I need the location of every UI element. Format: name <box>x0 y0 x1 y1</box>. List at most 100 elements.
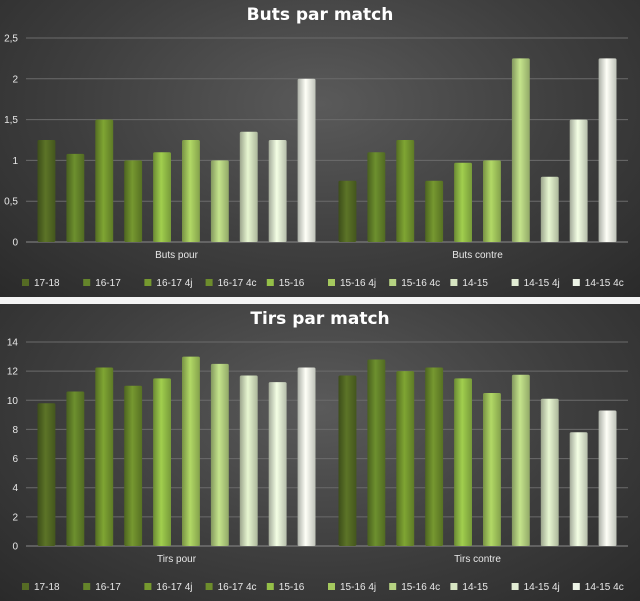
y-tick-label: 0 <box>12 542 18 553</box>
bar-15-16-1 <box>454 378 472 546</box>
bar-16-17-4c-1 <box>425 180 444 242</box>
legend-label: 16-17 <box>95 582 121 593</box>
bar-14-15-4c-1 <box>598 58 617 243</box>
legend-label: 17-18 <box>34 278 60 289</box>
bar-15-16-4j-0 <box>182 356 200 546</box>
legend-swatch <box>389 279 397 286</box>
legend-swatch <box>572 279 580 286</box>
legend-label: 16-17 4j <box>156 582 192 593</box>
bar-15-16-4c-0 <box>210 160 229 242</box>
category-label: Buts contre <box>452 250 503 261</box>
legend-swatch <box>266 279 274 286</box>
bar-16-17-4c-0 <box>124 160 143 242</box>
bar-14-15-1 <box>540 176 559 242</box>
legend-label: 14-15 4c <box>585 582 624 593</box>
bar-14-15-0 <box>239 375 258 546</box>
bar-14-15-4c-0 <box>297 78 316 242</box>
bar-14-15-4c-1 <box>598 410 617 546</box>
bar-15-16-0 <box>153 378 171 546</box>
y-tick-label: 14 <box>7 338 19 349</box>
legend-label: 15-16 4j <box>340 582 376 593</box>
legend-swatch <box>450 583 458 590</box>
bar-17-18-1 <box>338 375 357 546</box>
bar-14-15-4c-0 <box>297 367 316 546</box>
category-label: Tirs pour <box>157 554 197 565</box>
y-tick-label: 1,5 <box>4 115 18 126</box>
bar-15-16-4c-0 <box>210 363 229 546</box>
bar-14-15-4j-0 <box>268 140 287 242</box>
bar-15-16-1 <box>454 162 472 242</box>
bar-15-16-4j-0 <box>182 140 200 242</box>
legend-label: 15-16 4j <box>340 278 376 289</box>
bar-14-15-4j-1 <box>569 432 588 546</box>
legend-swatch <box>205 279 213 286</box>
y-tick-label: 2 <box>12 74 18 85</box>
legend-swatch <box>205 583 213 590</box>
bar-15-16-4j-1 <box>483 160 501 242</box>
bar-17-18-1 <box>338 180 357 242</box>
bar-17-18-0 <box>37 140 56 242</box>
chart-title: Buts par match <box>247 5 394 25</box>
bar-16-17-4j-0 <box>95 367 114 546</box>
legend-swatch <box>389 583 397 590</box>
legend-label: 16-17 4j <box>156 278 192 289</box>
shots-chart: Tirs par match 0 2 4 6 8 10 12 14 Tirs pour Tirs c… <box>7 309 628 593</box>
legend-label: 15-16 4c <box>401 278 440 289</box>
bar-16-17-4c-0 <box>124 385 143 546</box>
legend-label: 15-16 4c <box>401 582 440 593</box>
bar-16-17-0 <box>66 153 85 242</box>
legend-swatch <box>328 279 335 286</box>
bar-16-17-0 <box>66 391 85 546</box>
legend-label: 14-15 4j <box>524 278 560 289</box>
bar-15-16-0 <box>153 152 171 242</box>
legend-swatch <box>144 279 152 286</box>
legend-swatch <box>144 583 152 590</box>
bar-16-17-4j-1 <box>396 371 415 546</box>
legend-swatch <box>572 583 580 590</box>
legend-label: 16-17 <box>95 278 121 289</box>
legend-swatch <box>511 583 519 590</box>
y-tick-label: 12 <box>7 367 19 378</box>
bar-17-18-0 <box>37 403 56 546</box>
y-tick-label: 0 <box>12 238 18 249</box>
legend-swatch <box>22 583 29 590</box>
y-tick-label: 4 <box>12 483 18 494</box>
legend-swatch <box>83 583 91 590</box>
legend-swatch <box>83 279 91 286</box>
legend-label: 16-17 4c <box>218 582 257 593</box>
legend-label: 14-15 <box>462 278 488 289</box>
y-tick-label: 8 <box>12 425 18 436</box>
chart-panel-goals: Buts par match 0 0,5 1 1,5 2 2,5 Buts pour Buts … <box>0 0 640 297</box>
legend-swatch <box>328 583 335 590</box>
bar-16-17-4j-1 <box>396 140 415 242</box>
bar-16-17-1 <box>367 152 386 242</box>
legend-label: 16-17 4c <box>218 278 257 289</box>
bar-14-15-1 <box>540 398 559 546</box>
chart-title: Tirs par match <box>250 309 389 329</box>
legend-label: 15-16 <box>279 278 305 289</box>
chart-panel-shots: Tirs par match 0 2 4 6 8 10 12 14 Tirs pour Tirs c… <box>0 304 640 601</box>
bar-15-16-4j-1 <box>483 393 501 546</box>
bar-16-17-4j-0 <box>95 119 114 242</box>
category-label: Buts pour <box>155 250 198 261</box>
bar-14-15-4j-0 <box>268 382 287 546</box>
goals-chart: Buts par match 0 0,5 1 1,5 2 2,5 Buts pour Buts … <box>4 5 628 289</box>
y-tick-label: 0,5 <box>4 197 18 208</box>
legend-swatch <box>266 583 274 590</box>
y-tick-label: 10 <box>7 396 19 407</box>
legend-label: 14-15 4c <box>585 278 624 289</box>
legend-label: 17-18 <box>34 582 60 593</box>
y-tick-label: 1 <box>12 156 18 167</box>
legend-swatch <box>22 279 29 286</box>
bar-16-17-1 <box>367 359 386 546</box>
legend-label: 14-15 4j <box>524 582 560 593</box>
bar-16-17-4c-1 <box>425 367 444 546</box>
legend-swatch <box>511 279 519 286</box>
legend-swatch <box>450 279 458 286</box>
bar-15-16-4c-1 <box>511 374 530 546</box>
bar-14-15-4j-1 <box>569 119 588 242</box>
category-label: Tirs contre <box>454 554 501 565</box>
y-tick-label: 2,5 <box>4 34 18 45</box>
y-tick-label: 6 <box>12 454 18 465</box>
legend-label: 15-16 <box>279 582 305 593</box>
